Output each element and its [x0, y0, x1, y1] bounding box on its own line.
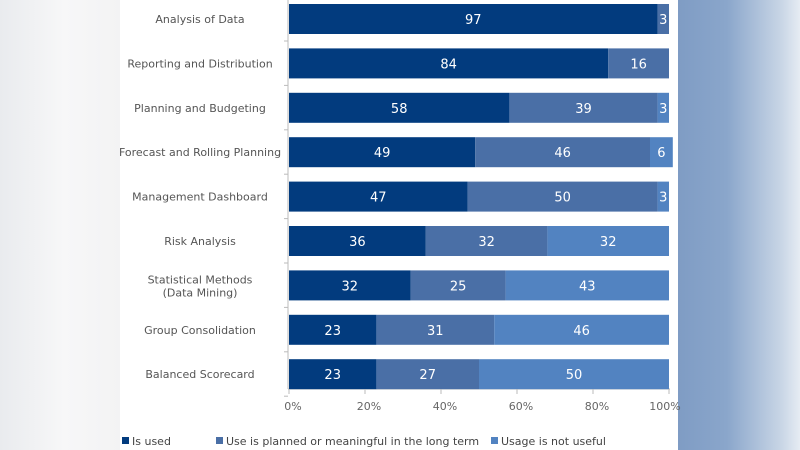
x-tick-label: 40% — [433, 400, 457, 413]
bar-segment — [289, 359, 377, 390]
data-label: 32 — [600, 235, 617, 250]
bar-segment — [650, 137, 673, 168]
data-label: 32 — [342, 279, 359, 294]
category-label: Group Consolidation — [144, 324, 256, 337]
category-label: Forecast and Rolling Planning — [119, 146, 281, 159]
data-label: 3 — [659, 191, 667, 206]
data-label: 39 — [575, 102, 592, 117]
data-label: 6 — [657, 146, 665, 161]
x-tick-label: 60% — [509, 400, 533, 413]
bar-segment — [657, 181, 669, 212]
category-label: Management Dashboard — [132, 191, 268, 204]
bar-segment — [289, 314, 377, 345]
data-label: 25 — [450, 279, 467, 294]
data-label: 97 — [465, 13, 482, 28]
background-right — [678, 0, 800, 450]
bar-segment — [608, 48, 669, 79]
data-label: 58 — [391, 102, 408, 117]
x-tick-label: 20% — [357, 400, 381, 413]
x-tick-label: 100% — [649, 400, 680, 413]
bar-segment — [289, 92, 510, 123]
legend-label: Use is planned or meaningful in the long… — [226, 435, 479, 448]
data-label: 84 — [440, 57, 457, 72]
data-label: 50 — [566, 368, 583, 383]
category-label: Statistical Methods (Data Mining) — [148, 273, 253, 299]
x-tick-label: 0% — [284, 400, 301, 413]
data-label: 46 — [573, 324, 590, 339]
category-label: Analysis of Data — [155, 13, 244, 26]
bar-segment — [467, 181, 658, 212]
data-label: 3 — [659, 13, 667, 28]
bar-segment — [475, 137, 650, 168]
data-label: 32 — [478, 235, 495, 250]
legend-label: Usage is not useful — [501, 435, 606, 448]
bar-segment — [479, 359, 669, 390]
bar-segment — [547, 226, 669, 256]
data-label: 47 — [370, 191, 387, 206]
data-label: 3 — [659, 102, 667, 117]
legend-swatch — [216, 437, 223, 444]
data-label: 31 — [427, 324, 444, 339]
bar-segment — [289, 226, 426, 256]
bar-segment — [289, 181, 468, 212]
category-label: Balanced Scorecard — [145, 368, 254, 381]
bar-segment — [289, 4, 658, 34]
bar-segment — [425, 226, 548, 256]
legend-label: Is used — [132, 435, 171, 448]
bar-segment — [509, 92, 658, 123]
bar-segment — [494, 314, 669, 345]
bar-segment — [289, 137, 476, 168]
data-label: 49 — [374, 146, 391, 161]
category-label: Reporting and Distribution — [127, 57, 272, 70]
bar-segment — [376, 359, 479, 390]
data-label: 36 — [349, 235, 366, 250]
bar-segment — [657, 92, 669, 123]
data-label: 16 — [630, 57, 647, 72]
bar-segment — [657, 4, 669, 34]
x-tick-label: 80% — [585, 400, 609, 413]
category-label: Risk Analysis — [164, 235, 236, 248]
legend-swatch — [122, 437, 129, 444]
bar-segment — [505, 270, 669, 301]
bar-segment — [289, 270, 411, 301]
bar-segment — [410, 270, 506, 301]
bar-segment — [289, 48, 609, 79]
data-label: 23 — [324, 368, 341, 383]
data-label: 46 — [554, 146, 571, 161]
data-label: 27 — [419, 368, 436, 383]
data-label: 23 — [324, 324, 341, 339]
bar-segment — [376, 314, 495, 345]
category-label: Planning and Budgeting — [134, 102, 266, 115]
data-label: 43 — [579, 279, 596, 294]
legend-swatch — [491, 437, 498, 444]
data-label: 50 — [554, 191, 571, 206]
